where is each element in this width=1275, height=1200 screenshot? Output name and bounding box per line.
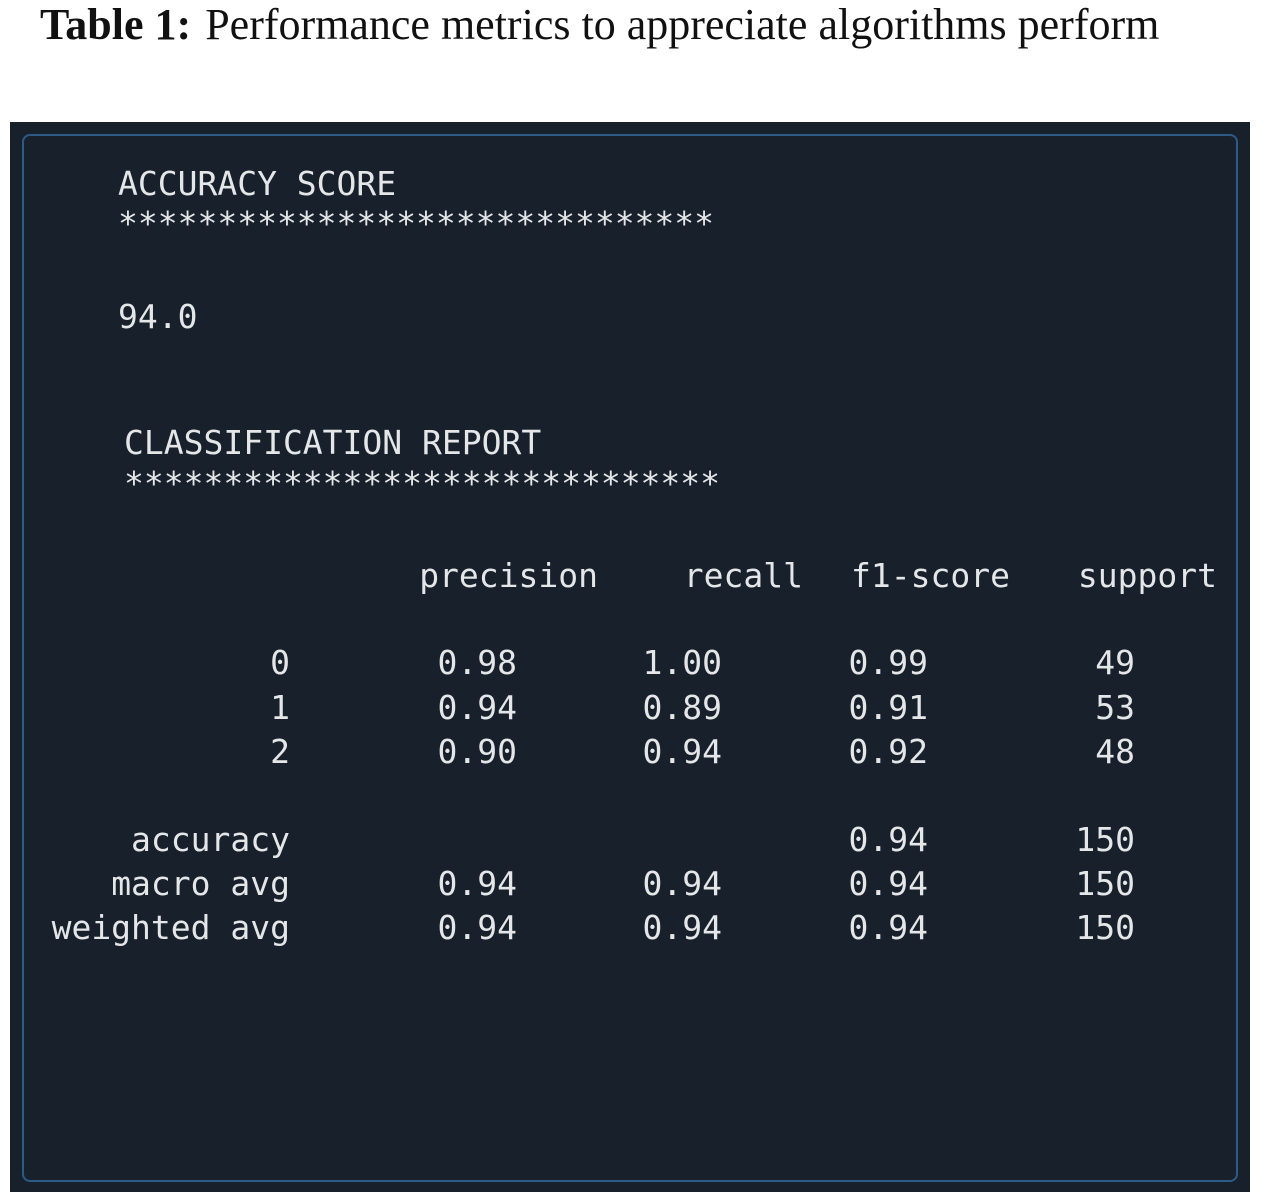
row-label: macro avg [111, 864, 290, 903]
cell: 0.94 [642, 864, 722, 903]
cell: 0.89 [642, 688, 722, 727]
cell: 0.94 [437, 688, 517, 727]
caption-text: Performance metrics to appreciate algori… [205, 0, 1160, 49]
column-header: recall [683, 556, 803, 595]
cell: 150 [1075, 820, 1135, 859]
console-frame [22, 134, 1238, 1182]
column-header: support [1077, 556, 1217, 595]
caption: Table 1: Performance metrics to appreciat… [40, 0, 1159, 50]
column-header: f1-score [851, 556, 1010, 595]
row-label: accuracy [131, 820, 290, 859]
cell: 1.00 [642, 643, 722, 682]
cell: 150 [1075, 864, 1135, 903]
cell: 0.94 [437, 908, 517, 947]
cell: 0.94 [848, 908, 928, 947]
row-label: 1 [270, 688, 290, 727]
accuracy-heading: ACCURACY SCORE [118, 164, 397, 203]
cell: 0.91 [848, 688, 928, 727]
cell: 0.94 [848, 864, 928, 903]
caption-label: Table 1: [40, 0, 192, 49]
console: ACCURACY SCORE **************************… [10, 122, 1250, 1192]
cell: 0.92 [848, 732, 928, 771]
row-label: weighted avg [51, 908, 290, 947]
cell: 0.98 [437, 643, 517, 682]
cell: 53 [1095, 688, 1135, 727]
report-rule: ****************************** [124, 464, 721, 503]
cell: 0.99 [848, 643, 928, 682]
cell: 0.90 [437, 732, 517, 771]
cell: 48 [1095, 732, 1135, 771]
cell: 49 [1095, 643, 1135, 682]
cell: 0.94 [437, 864, 517, 903]
accuracy-rule: ****************************** [118, 204, 715, 243]
cell: 150 [1075, 908, 1135, 947]
report-heading: CLASSIFICATION REPORT [124, 423, 542, 462]
row-label: 2 [270, 732, 290, 771]
accuracy-value: 94.0 [118, 297, 198, 336]
cell: 0.94 [642, 908, 722, 947]
row-label: 0 [270, 643, 290, 682]
cell: 0.94 [642, 732, 722, 771]
cell: 0.94 [848, 820, 928, 859]
column-header: precision [419, 556, 598, 595]
